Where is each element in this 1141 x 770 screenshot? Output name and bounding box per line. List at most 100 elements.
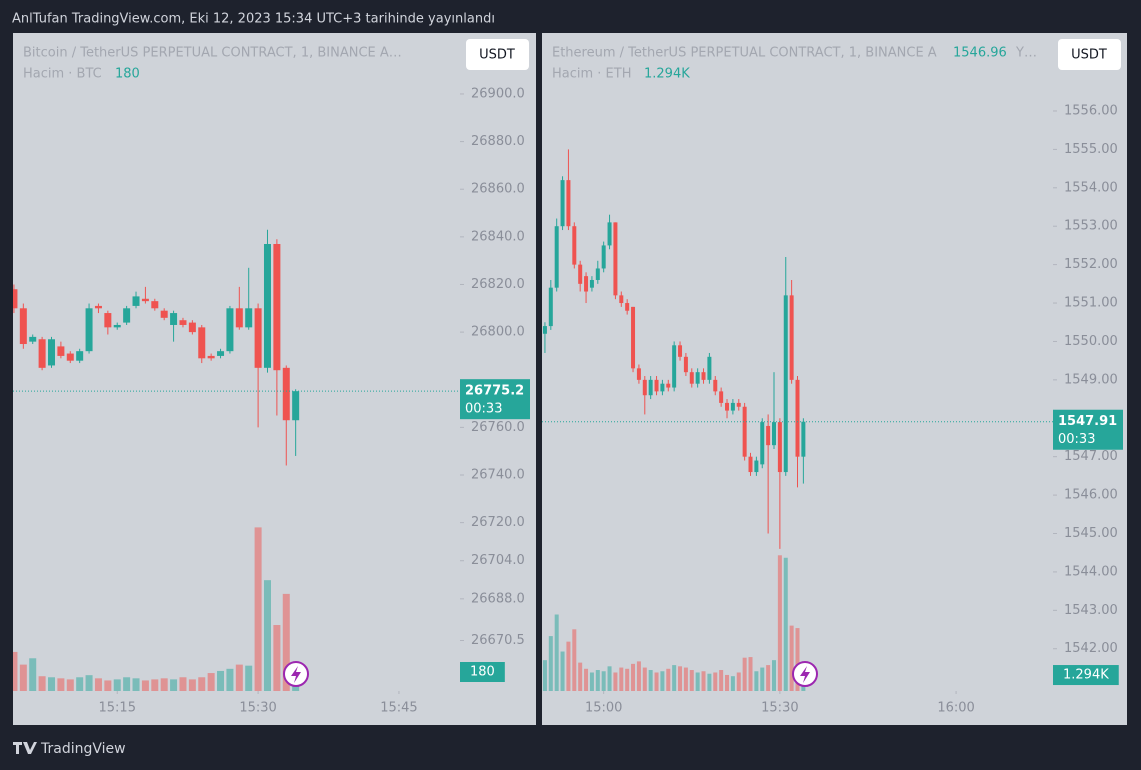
candle-body bbox=[730, 402, 735, 411]
event-icon-glyph bbox=[800, 666, 810, 683]
candle-body bbox=[170, 313, 178, 325]
volume-bar bbox=[619, 667, 624, 691]
plot bbox=[542, 149, 806, 691]
volume-bar bbox=[263, 580, 271, 691]
volume-bar bbox=[113, 679, 121, 691]
candle-body bbox=[666, 383, 671, 388]
candle-body bbox=[683, 356, 688, 373]
volume-bar bbox=[772, 660, 777, 691]
candle-body bbox=[292, 391, 300, 421]
candle-body bbox=[589, 279, 594, 288]
volume-bar bbox=[730, 676, 735, 691]
y-tick-label: 1544.00 bbox=[1064, 564, 1118, 579]
volume-bar bbox=[795, 628, 800, 691]
candle-body bbox=[254, 308, 262, 368]
candle-body bbox=[104, 313, 112, 328]
candle-body bbox=[76, 351, 84, 361]
volume-bar bbox=[19, 664, 27, 691]
candle-body bbox=[113, 324, 121, 328]
volume-bar bbox=[719, 670, 724, 691]
volume-bar bbox=[654, 672, 659, 691]
x-tick-label: 15:00 bbox=[585, 701, 622, 716]
volume-bar bbox=[760, 667, 765, 691]
volume-bar bbox=[613, 672, 618, 691]
y-tick-label: 1542.00 bbox=[1064, 641, 1118, 656]
y-tick-label: 1552.00 bbox=[1064, 257, 1118, 272]
candle-body bbox=[689, 372, 694, 384]
x-tick-label: 15:30 bbox=[239, 701, 276, 716]
y-tick-label: 26800.0 bbox=[471, 325, 525, 340]
y-tick-label: 1553.00 bbox=[1064, 219, 1118, 234]
candle-body bbox=[578, 264, 583, 284]
volume-bar bbox=[179, 677, 187, 691]
price-label-box bbox=[460, 379, 530, 420]
currency-label: USDT bbox=[1071, 48, 1107, 63]
volume-bar bbox=[748, 657, 753, 691]
candle-body bbox=[607, 222, 612, 246]
candle-body bbox=[160, 310, 168, 318]
volume-bar bbox=[783, 557, 788, 691]
volume-bar bbox=[672, 665, 677, 691]
y-tick-label: 26860.0 bbox=[471, 182, 525, 197]
y-tick-label: 1556.00 bbox=[1064, 103, 1118, 118]
volume-bar bbox=[66, 679, 74, 691]
volume-bar bbox=[584, 668, 589, 691]
volume-bar bbox=[754, 671, 759, 691]
volume-bar bbox=[217, 670, 225, 691]
volume-bar bbox=[548, 636, 553, 691]
volume-bar bbox=[589, 672, 594, 691]
currency-button[interactable] bbox=[466, 39, 529, 70]
candle-body bbox=[701, 372, 706, 380]
event-icon-glyph bbox=[291, 666, 301, 683]
volume-label: 180 bbox=[470, 665, 495, 680]
candle-body bbox=[601, 245, 606, 269]
volume-bar bbox=[742, 657, 747, 691]
volume-label: 1.294K bbox=[1063, 668, 1109, 683]
volume-bar bbox=[94, 678, 102, 691]
candle-body bbox=[179, 320, 187, 325]
y-tick-label: 1551.00 bbox=[1064, 296, 1118, 311]
volume-legend-value: 1.294K bbox=[644, 67, 690, 82]
volume-bar bbox=[648, 670, 653, 691]
candle-body bbox=[725, 402, 730, 411]
volume-bar bbox=[85, 675, 93, 691]
candle-body bbox=[777, 422, 782, 473]
candle-body bbox=[542, 326, 547, 334]
candle-body bbox=[783, 295, 788, 473]
candle-body bbox=[141, 298, 149, 302]
candle-body bbox=[595, 268, 600, 280]
volume-bar bbox=[188, 679, 196, 691]
price-label: 26775.2 bbox=[465, 384, 524, 399]
candle-body bbox=[766, 425, 771, 446]
candle-body bbox=[642, 379, 647, 396]
y-tick-label: 26840.0 bbox=[471, 229, 525, 244]
candle-body bbox=[57, 346, 65, 356]
volume-bar bbox=[48, 677, 56, 691]
volume-bar bbox=[683, 667, 688, 691]
currency-button[interactable] bbox=[1058, 39, 1121, 70]
y-tick-label: 26670.5 bbox=[471, 633, 525, 648]
candle-body bbox=[217, 351, 225, 356]
volume-bar bbox=[123, 677, 131, 691]
volume-label-box bbox=[1053, 665, 1119, 686]
volume-bar bbox=[273, 625, 281, 691]
candle-body bbox=[29, 336, 37, 342]
volume-bar bbox=[578, 662, 583, 691]
y-tick-label: 26760.0 bbox=[471, 420, 525, 435]
volume-bar bbox=[29, 658, 37, 691]
y-tick-label: 26720.0 bbox=[471, 515, 525, 530]
candle-body bbox=[572, 226, 577, 265]
volume-bar bbox=[713, 672, 718, 691]
plot bbox=[13, 229, 300, 691]
candle-body bbox=[94, 305, 102, 309]
candle-body bbox=[226, 308, 234, 352]
volume-bar bbox=[777, 555, 782, 691]
y-tick-label: 26740.0 bbox=[471, 468, 525, 483]
volume-legend: Hacim · BTC bbox=[23, 67, 102, 82]
y-tick-label: 1543.00 bbox=[1064, 603, 1118, 618]
countdown-label: 00:33 bbox=[465, 402, 502, 417]
candle-body bbox=[548, 287, 553, 327]
volume-bar bbox=[13, 651, 18, 691]
volume-bar bbox=[607, 666, 612, 691]
